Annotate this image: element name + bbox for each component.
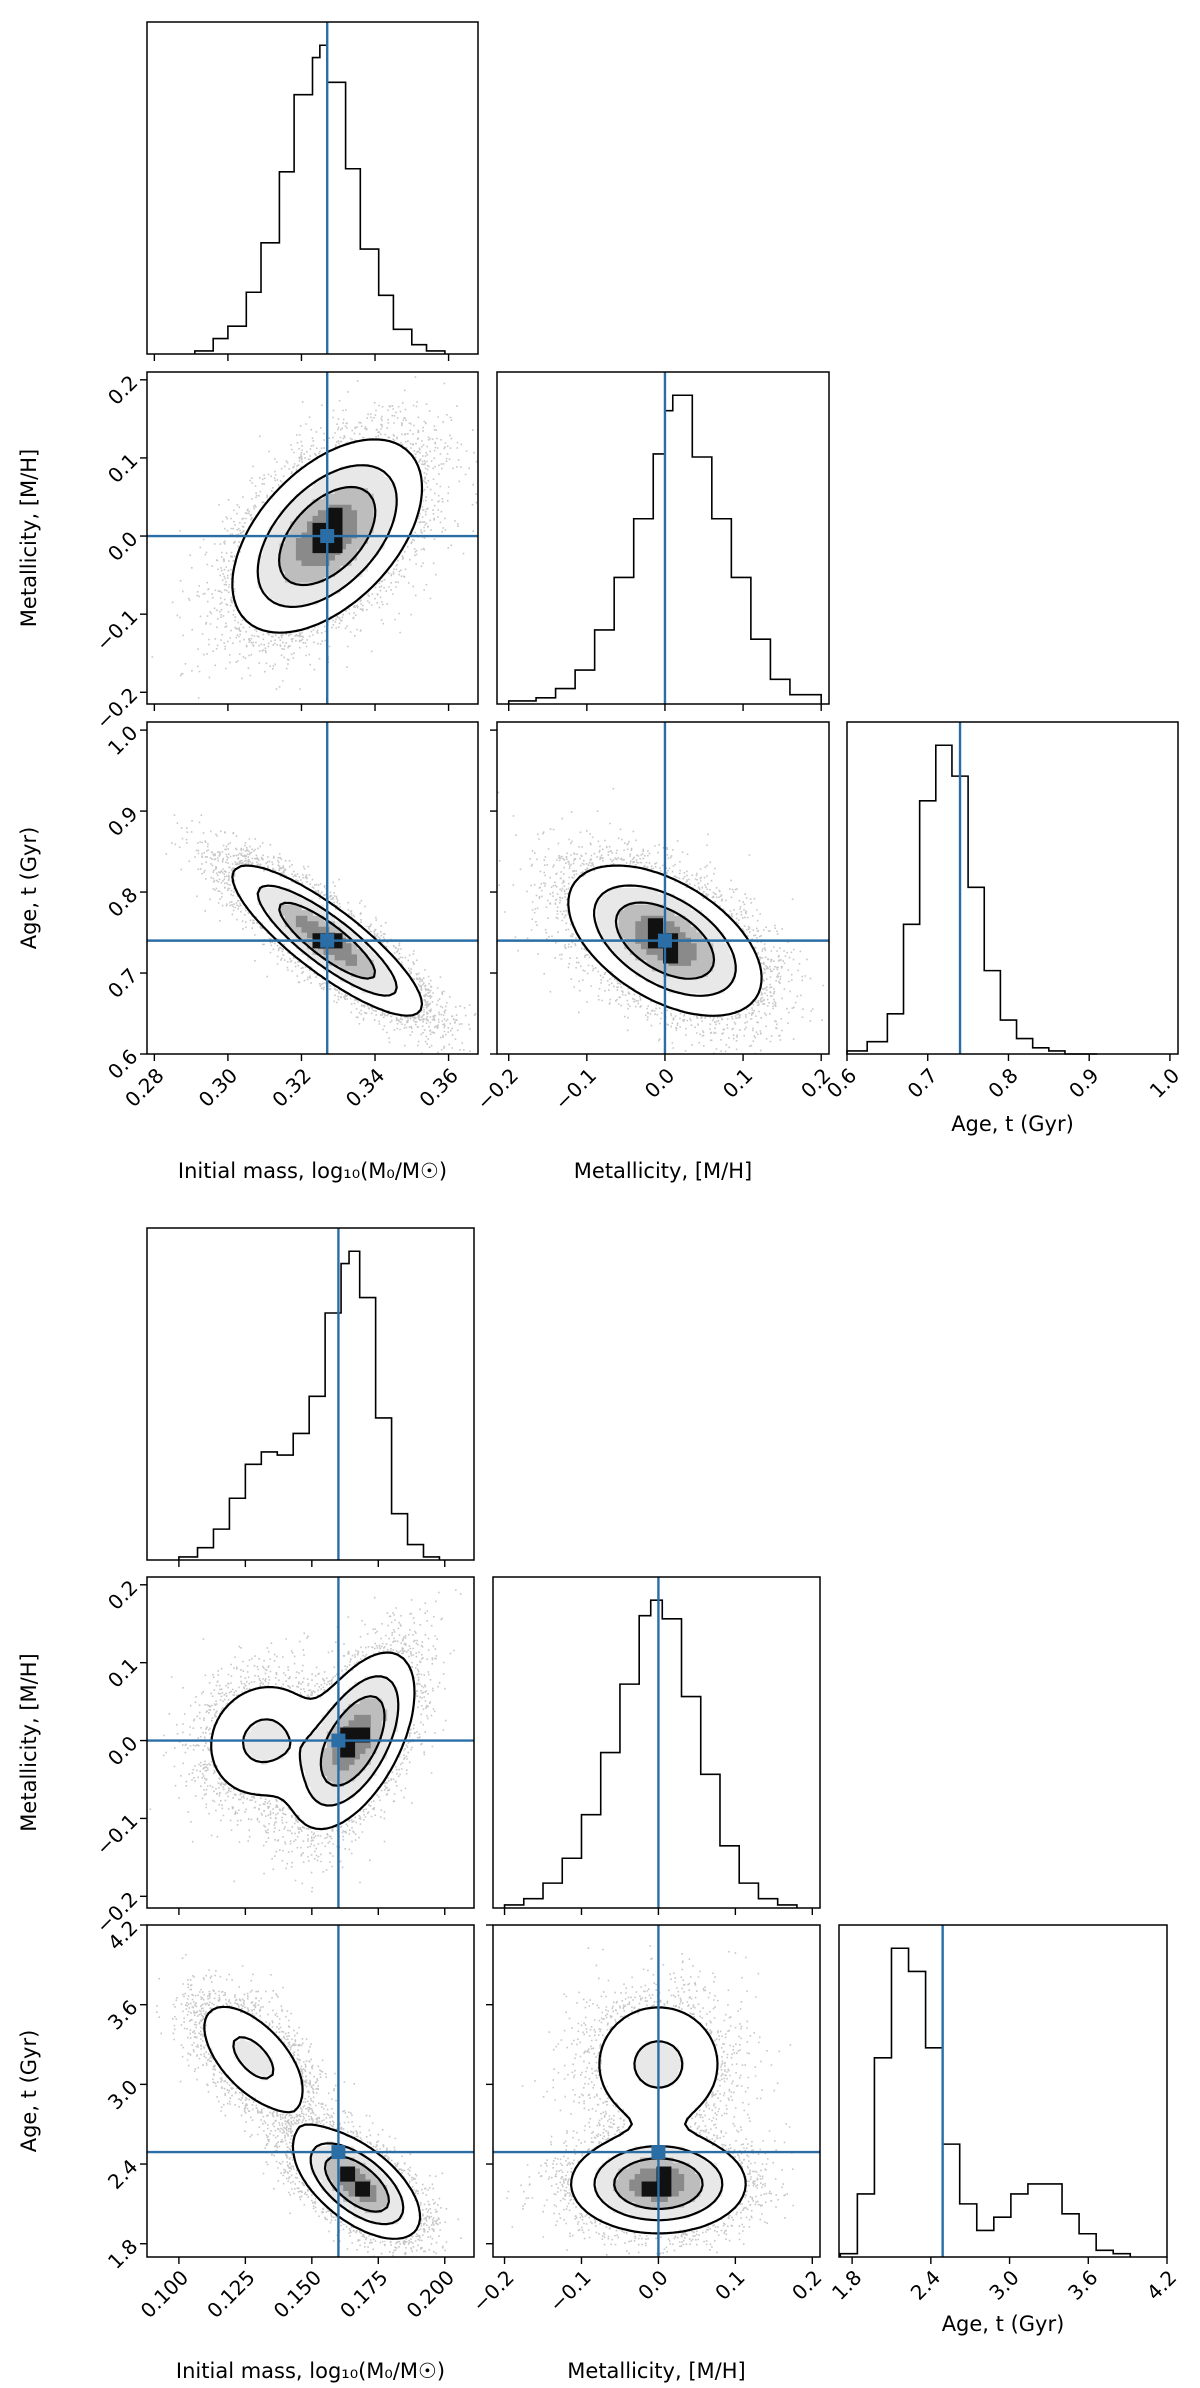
y-tick-label: 0.1 bbox=[103, 448, 142, 487]
x-tick-label: 0.100 bbox=[136, 2265, 193, 2322]
y-tick-label: 3.6 bbox=[103, 1995, 142, 2034]
x-axis-label-metallicity: Metallicity, [M/H] bbox=[574, 1159, 752, 1183]
x-tick-label: 3.0 bbox=[984, 2265, 1023, 2304]
panel-frame bbox=[492, 1924, 821, 2258]
y-tick-label: −0.2 bbox=[91, 683, 142, 734]
panel-metallicity-vs-mass: −0.2−0.10.00.10.2 bbox=[91, 1575, 475, 1938]
panel-frame bbox=[146, 371, 479, 705]
panel-mass-histogram bbox=[146, 21, 479, 361]
x-tick-label: 0.6 bbox=[822, 1063, 861, 1102]
x-tick-label: 0.0 bbox=[633, 2265, 672, 2304]
x-tick-label: −0.2 bbox=[472, 1063, 523, 1114]
y-tick-label: 0.9 bbox=[103, 802, 142, 841]
x-tick-label: 0.9 bbox=[1064, 1063, 1103, 1102]
x-tick-label: 0.150 bbox=[269, 2265, 326, 2322]
x-axis-label-mass: Initial mass, log₁₀(M₀/M☉) bbox=[178, 1159, 447, 1183]
x-tick-label: 3.6 bbox=[1063, 2265, 1102, 2304]
truth-marker bbox=[320, 529, 335, 544]
x-tick-label: 0.2 bbox=[787, 2265, 826, 2304]
x-axis-label-age: Age, t (Gyr) bbox=[951, 1112, 1074, 1136]
y-axis-label-metallicity: Metallicity, [M/H] bbox=[17, 449, 41, 627]
hist-age bbox=[839, 1947, 1132, 2257]
x-tick-label: 0.200 bbox=[402, 2265, 459, 2322]
panel-age-vs-mass: 0.28 0.30 0.32 0.34 0.360.60.70.80.91.0 bbox=[103, 721, 479, 1112]
y-tick-label: 0.0 bbox=[103, 527, 142, 566]
truth-marker bbox=[651, 2145, 666, 2160]
hist-metallicity bbox=[503, 1599, 798, 1908]
x-tick-label: 0.32 bbox=[267, 1063, 315, 1111]
x-axis-label-age: Age, t (Gyr) bbox=[942, 2312, 1065, 2336]
panel-metallicity-histogram bbox=[492, 1576, 821, 1915]
y-tick-label: 0.7 bbox=[103, 963, 142, 1002]
panel-age-vs-metallicity: −0.2 −0.1 0.0 0.1 0.2 bbox=[472, 721, 835, 1115]
truth-marker bbox=[331, 1733, 346, 1748]
hist-mass bbox=[194, 44, 446, 354]
hist-mass bbox=[178, 1250, 441, 1560]
x-tick-label: 0.36 bbox=[414, 1063, 462, 1111]
x-tick-label: −0.1 bbox=[544, 2265, 595, 2316]
panel-age-vs-metallicity: −0.2 −0.1 0.0 0.1 0.2 bbox=[468, 1924, 827, 2317]
y-tick-label: 2.4 bbox=[103, 2154, 142, 2193]
panel-frame bbox=[492, 1576, 821, 1909]
x-tick-label: 0.0 bbox=[640, 1063, 679, 1102]
panel-frame bbox=[146, 721, 479, 1055]
panel-frame bbox=[146, 1924, 475, 2258]
truth-marker bbox=[331, 2145, 346, 2160]
x-tick-label: 0.30 bbox=[194, 1063, 242, 1111]
panel-age-histogram: 1.8 2.4 3.0 3.6 4.2 bbox=[827, 1924, 1181, 2305]
density-contours bbox=[203, 2005, 422, 2241]
panel-frame bbox=[146, 1227, 475, 1561]
y-tick-label: 0.2 bbox=[103, 370, 142, 409]
x-tick-label: 4.2 bbox=[1142, 2265, 1181, 2304]
panel-frame bbox=[496, 371, 830, 705]
x-axis-label-metallicity: Metallicity, [M/H] bbox=[567, 2359, 745, 2383]
x-tick-label: 1.8 bbox=[827, 2265, 866, 2304]
x-tick-label: 0.175 bbox=[335, 2265, 392, 2322]
y-axis-label-age: Age, t (Gyr) bbox=[17, 827, 41, 950]
panel-mass-histogram bbox=[146, 1227, 475, 1567]
panel-age-histogram: 0.6 0.7 0.8 0.9 1.0 bbox=[822, 721, 1184, 1103]
panel-frame bbox=[846, 721, 1179, 1055]
x-tick-label: −0.2 bbox=[468, 2265, 519, 2316]
x-tick-label: 0.8 bbox=[983, 1063, 1022, 1102]
panel-frame bbox=[496, 721, 830, 1055]
x-tick-label: 0.7 bbox=[903, 1063, 942, 1102]
corner-plot-1: −0.2−0.10.00.10.20.28 0.30 0.32 0.34 0.360.6… bbox=[17, 21, 1184, 1183]
truth-marker bbox=[320, 933, 335, 948]
y-tick-label: −0.1 bbox=[91, 1809, 142, 1860]
corner-plot-2: −0.2−0.10.00.10.20.100 0.125 0.150 0.175 0.2… bbox=[17, 1227, 1181, 2383]
x-axis-label-mass: Initial mass, log₁₀(M₀/M☉) bbox=[176, 2359, 445, 2383]
x-tick-label: 0.1 bbox=[718, 1063, 757, 1102]
density-contours bbox=[210, 1651, 416, 1832]
y-tick-label: 0.1 bbox=[103, 1653, 142, 1692]
x-tick-label: −0.1 bbox=[550, 1063, 601, 1114]
y-axis-label-metallicity: Metallicity, [M/H] bbox=[17, 1653, 41, 1831]
x-tick-label: 0.1 bbox=[710, 2265, 749, 2304]
y-tick-label: 0.2 bbox=[103, 1575, 142, 1614]
panel-metallicity-histogram bbox=[496, 371, 830, 711]
panel-metallicity-vs-mass: −0.2 −0.1 0.0 0.1 0.2 bbox=[91, 370, 479, 734]
y-tick-label: 1.8 bbox=[103, 2234, 142, 2273]
y-axis-label-age: Age, t (Gyr) bbox=[17, 2030, 41, 2153]
x-tick-label: 2.4 bbox=[906, 2265, 945, 2304]
panel-frame bbox=[838, 1924, 1168, 2258]
y-tick-label: −0.1 bbox=[91, 605, 142, 656]
x-tick-label: 0.34 bbox=[341, 1063, 389, 1111]
panel-frame bbox=[146, 21, 479, 355]
y-tick-label: 0.0 bbox=[103, 1731, 142, 1770]
truth-marker bbox=[657, 933, 672, 948]
density-contours bbox=[569, 2006, 747, 2236]
hist-age bbox=[846, 744, 1098, 1055]
y-tick-label: 3.0 bbox=[103, 2075, 142, 2114]
x-tick-label: 0.125 bbox=[202, 2265, 259, 2322]
panel-frame bbox=[146, 1576, 475, 1909]
x-tick-label: 1.0 bbox=[1145, 1063, 1184, 1102]
y-tick-label: 0.8 bbox=[103, 883, 142, 922]
